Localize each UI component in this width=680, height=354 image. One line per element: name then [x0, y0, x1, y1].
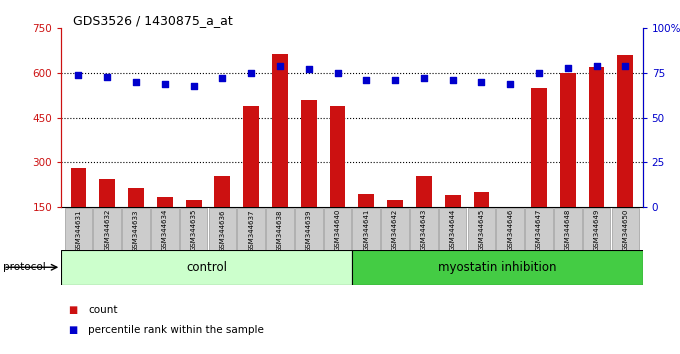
Bar [352, 208, 380, 250]
Bar [71, 169, 86, 252]
Point [275, 63, 286, 69]
Text: GSM344639: GSM344639 [306, 209, 311, 252]
Text: GSM344641: GSM344641 [363, 209, 369, 251]
Bar [295, 208, 322, 250]
Bar [410, 208, 438, 250]
Bar [554, 208, 581, 250]
Text: GSM344645: GSM344645 [479, 209, 484, 251]
Point [303, 67, 314, 72]
Point [73, 72, 84, 78]
Point [188, 83, 199, 88]
Text: GSM344650: GSM344650 [622, 209, 628, 251]
Bar [301, 100, 317, 252]
Bar [416, 176, 432, 252]
Point [505, 81, 515, 87]
Text: myostatin inhibition: myostatin inhibition [438, 261, 556, 274]
Bar [387, 200, 403, 252]
Bar [531, 88, 547, 252]
Bar [122, 208, 150, 250]
Bar [468, 208, 495, 250]
Bar [151, 208, 179, 250]
Bar [157, 197, 173, 252]
Text: GDS3526 / 1430875_a_at: GDS3526 / 1430875_a_at [73, 14, 233, 27]
Bar [266, 208, 294, 250]
Text: GSM344648: GSM344648 [565, 209, 571, 251]
Bar [128, 188, 144, 252]
Bar [583, 208, 611, 250]
Point [534, 70, 545, 76]
Text: ■: ■ [68, 305, 78, 315]
Text: control: control [186, 261, 227, 274]
Point [217, 75, 228, 81]
Text: GSM344635: GSM344635 [190, 209, 197, 251]
Bar [65, 208, 92, 250]
Bar [525, 208, 553, 250]
Text: GSM344631: GSM344631 [75, 209, 82, 252]
Bar [352, 250, 643, 285]
Bar [93, 208, 121, 250]
Point [361, 77, 372, 83]
Bar [180, 208, 207, 250]
Bar [503, 208, 518, 252]
Bar [272, 54, 288, 252]
Bar [617, 55, 633, 252]
Text: percentile rank within the sample: percentile rank within the sample [88, 325, 265, 335]
Point [131, 79, 141, 85]
Text: GSM344638: GSM344638 [277, 209, 283, 252]
Bar [445, 195, 460, 252]
Bar [560, 73, 576, 252]
Bar [381, 208, 409, 250]
Bar [243, 106, 259, 252]
Bar [99, 179, 115, 252]
Bar [473, 192, 490, 252]
Bar [439, 208, 466, 250]
Bar [611, 208, 639, 250]
Point [562, 65, 573, 70]
Text: GSM344637: GSM344637 [248, 209, 254, 252]
Text: ■: ■ [68, 325, 78, 335]
Bar [496, 208, 524, 250]
Point [418, 75, 429, 81]
Point [620, 63, 631, 69]
Point [591, 63, 602, 69]
Point [447, 77, 458, 83]
Bar [209, 208, 236, 250]
Text: GSM344649: GSM344649 [594, 209, 600, 251]
Bar [61, 250, 352, 285]
Text: GSM344643: GSM344643 [421, 209, 427, 251]
Bar [186, 200, 201, 252]
Bar [324, 208, 352, 250]
Point [159, 81, 170, 87]
Text: GSM344632: GSM344632 [104, 209, 110, 251]
Text: GSM344634: GSM344634 [162, 209, 168, 251]
Text: GSM344642: GSM344642 [392, 209, 398, 251]
Bar [330, 106, 345, 252]
Point [476, 79, 487, 85]
Point [390, 77, 401, 83]
Point [245, 70, 256, 76]
Text: GSM344640: GSM344640 [335, 209, 341, 251]
Text: GSM344644: GSM344644 [449, 209, 456, 251]
Text: GSM344647: GSM344647 [536, 209, 542, 251]
Text: count: count [88, 305, 118, 315]
Text: protocol: protocol [3, 262, 46, 272]
Text: GSM344646: GSM344646 [507, 209, 513, 251]
Point [332, 70, 343, 76]
Point [102, 74, 113, 79]
Bar [214, 176, 231, 252]
Text: GSM344633: GSM344633 [133, 209, 139, 252]
Bar [358, 194, 374, 252]
Text: GSM344636: GSM344636 [220, 209, 225, 252]
Bar [589, 67, 605, 252]
Bar [237, 208, 265, 250]
